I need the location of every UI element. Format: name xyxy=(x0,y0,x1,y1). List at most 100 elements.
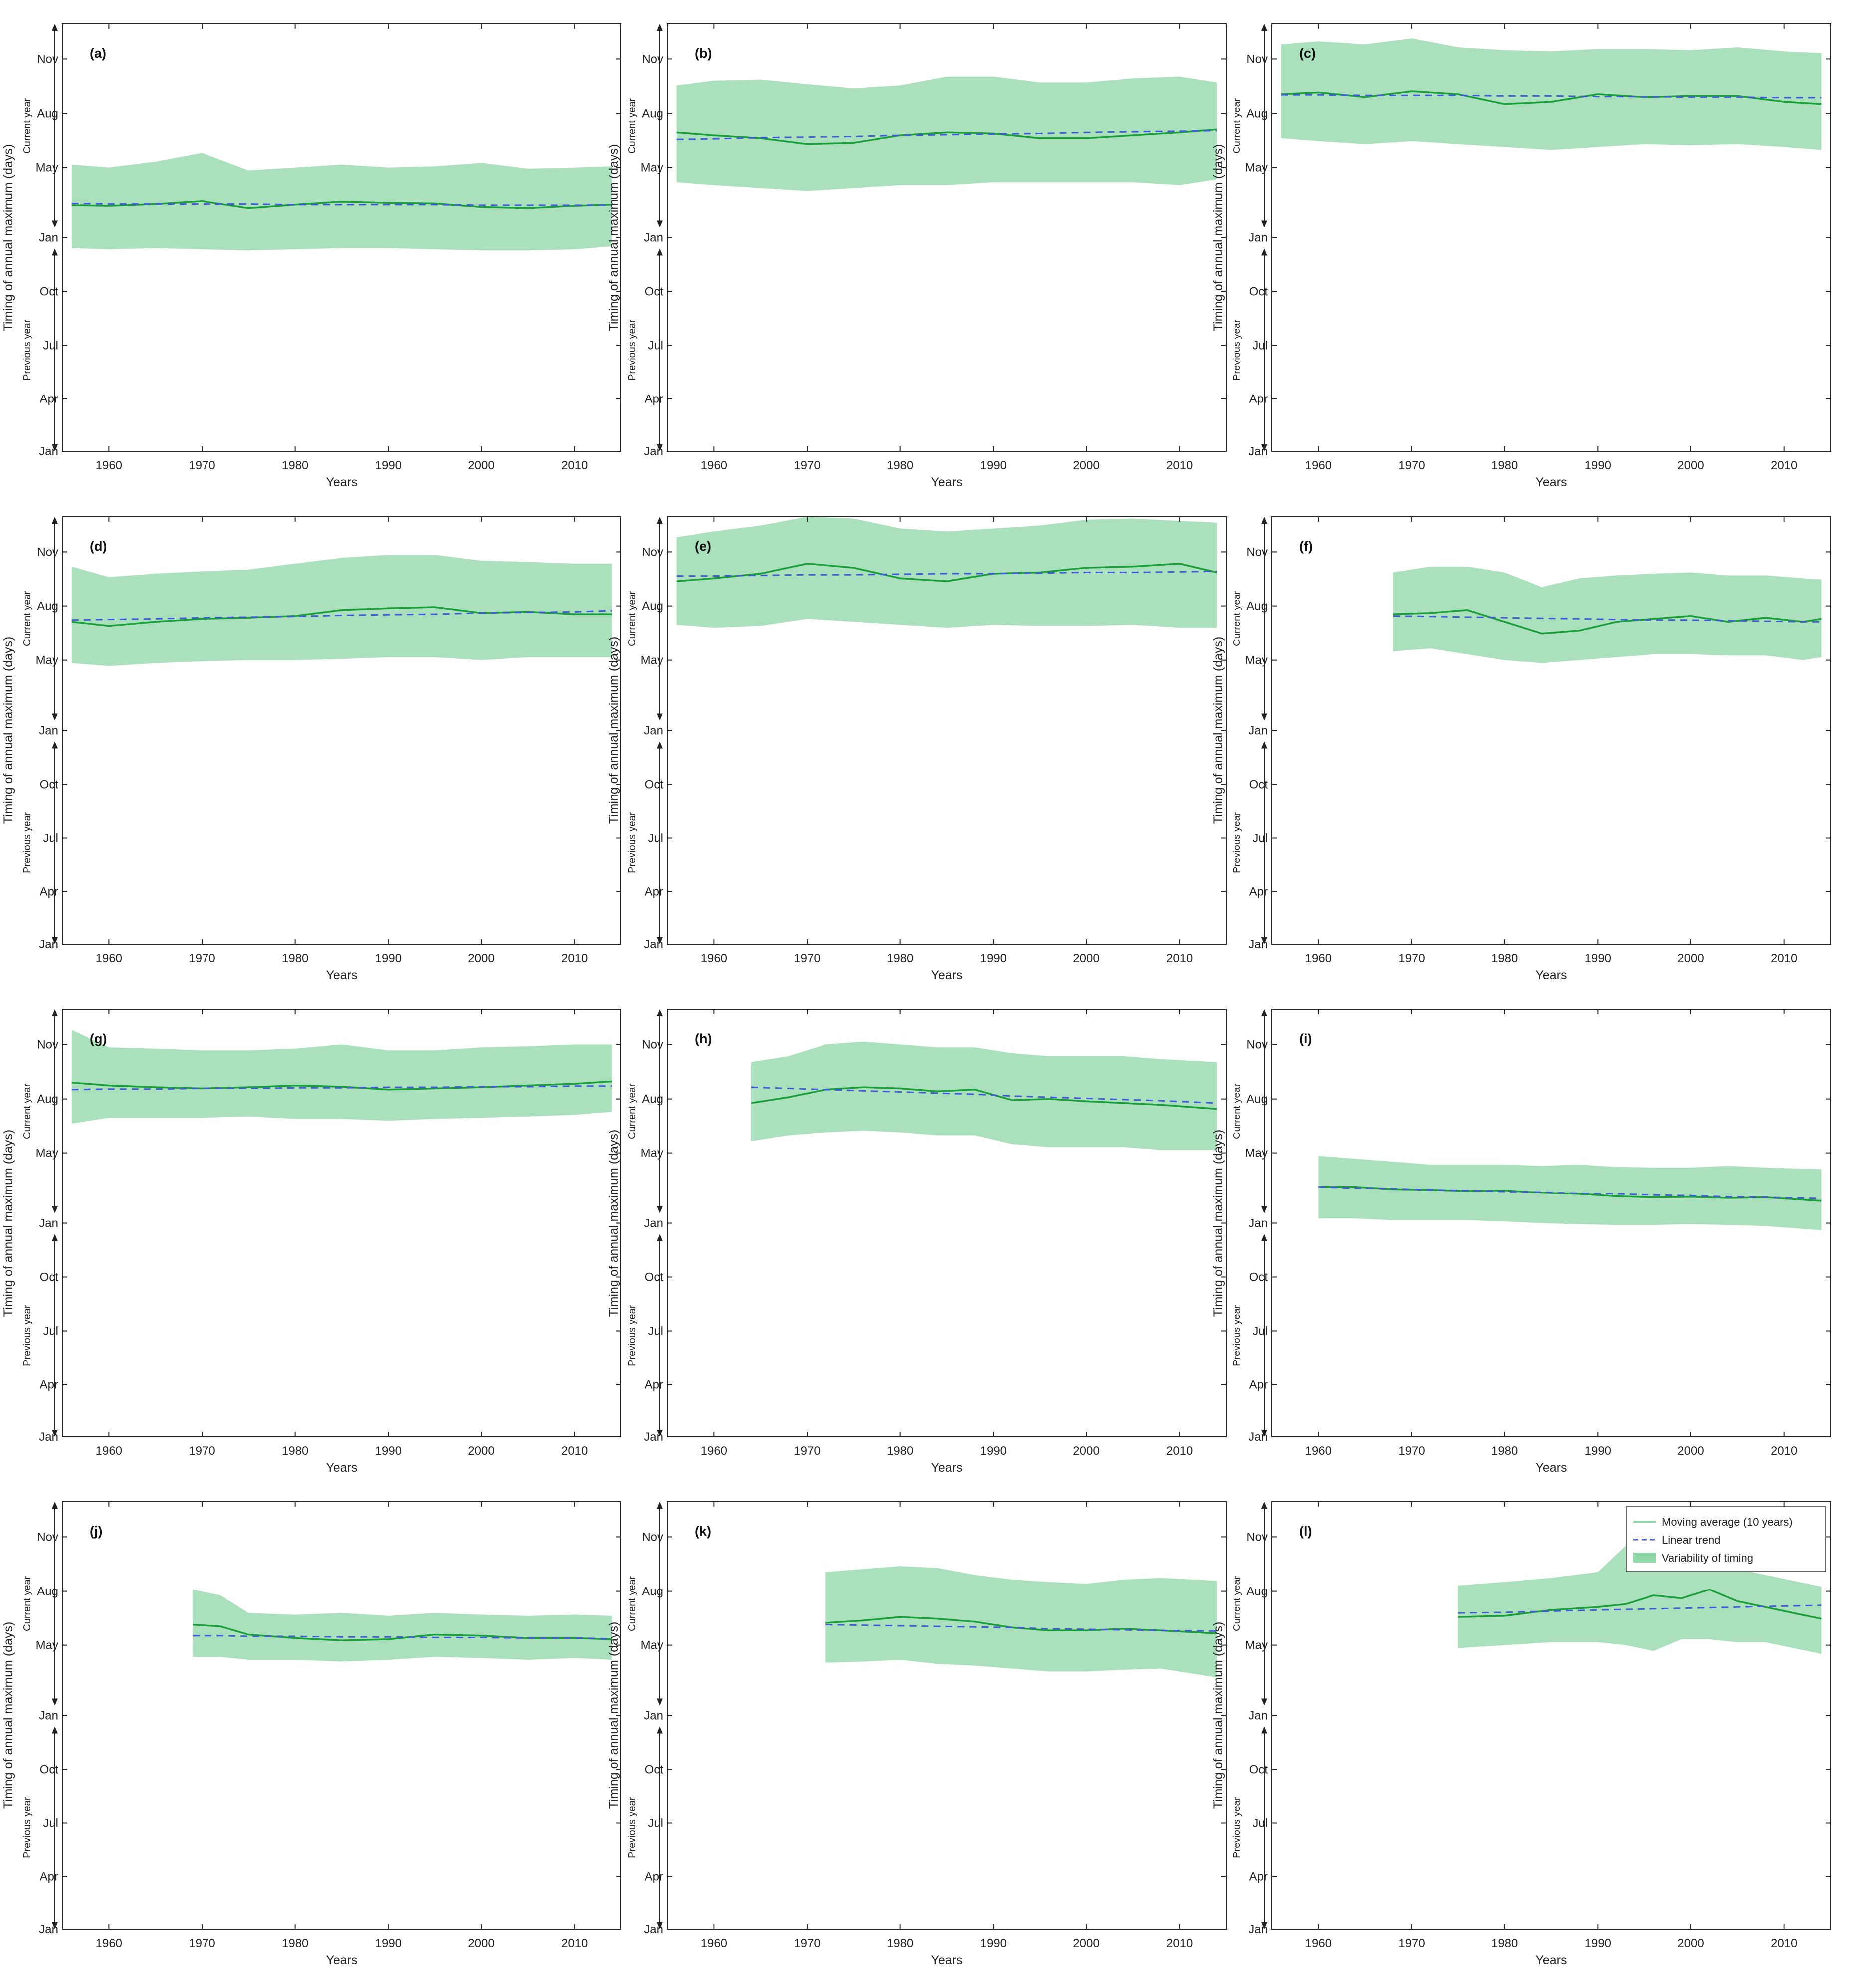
x-tick-label: 2010 xyxy=(1166,1937,1193,1950)
x-tick-label: 2010 xyxy=(1771,1937,1797,1950)
x-tick-label: 1990 xyxy=(1585,459,1611,472)
arrow-down-icon xyxy=(1261,444,1267,451)
x-tick-label: 1970 xyxy=(1398,1444,1425,1458)
x-axis-label: Years xyxy=(326,475,357,489)
x-tick-label: 1960 xyxy=(701,1937,727,1950)
arrow-down-icon xyxy=(52,937,58,944)
arrow-down-icon xyxy=(52,444,58,451)
x-axis-label: Years xyxy=(1535,1461,1567,1475)
arrow-down-icon xyxy=(1261,713,1267,721)
arrow-down-icon xyxy=(52,1922,58,1929)
linear-trend-line xyxy=(71,202,612,206)
arrow-up-icon xyxy=(657,1009,663,1016)
y-tick-label: Apr xyxy=(40,1378,58,1391)
variability-band xyxy=(751,1041,1217,1150)
current-year-label: Current year xyxy=(1232,591,1242,646)
moving-average-line xyxy=(676,563,1217,582)
x-tick-label: 2010 xyxy=(561,1444,588,1458)
y-tick-label: Apr xyxy=(40,392,58,405)
y-tick-label: Jan xyxy=(644,1709,663,1723)
linear-trend-line xyxy=(751,1086,1217,1104)
x-tick-label: 2010 xyxy=(1771,952,1797,965)
x-axis-label: Years xyxy=(1535,1953,1567,1967)
previous-year-label: Previous year xyxy=(22,1797,33,1858)
linear-trend-line xyxy=(1281,94,1822,99)
arrow-up-icon xyxy=(657,1726,663,1734)
linear-trend-line xyxy=(676,130,1217,140)
panel-label: (k) xyxy=(695,1524,711,1539)
linear-trend-line xyxy=(825,1624,1217,1632)
x-tick-label: 1980 xyxy=(887,1937,913,1950)
y-tick-label: Jul xyxy=(1252,339,1268,353)
y-tick-label: Apr xyxy=(1249,1378,1268,1391)
arrow-down-icon xyxy=(657,713,663,721)
x-tick-label: 1970 xyxy=(189,1444,215,1458)
arrow-up-icon xyxy=(52,248,58,256)
variability-band xyxy=(676,517,1217,628)
arrow-up-icon xyxy=(1261,1234,1267,1241)
legend-box xyxy=(1626,1506,1826,1572)
arrow-up-icon xyxy=(657,1234,663,1241)
arrow-up-icon xyxy=(1261,1009,1267,1016)
y-tick-label: Jul xyxy=(43,1325,58,1338)
legend: Moving average (10 years) Linear trend Var… xyxy=(1626,1506,1826,1572)
x-axis-label: Years xyxy=(1535,475,1567,489)
previous-year-label: Previous year xyxy=(627,812,638,873)
y-tick-label: Jul xyxy=(43,1817,58,1830)
y-axis-label: Timing of annual maximum (days) xyxy=(1,637,15,824)
y-tick-label: Apr xyxy=(1249,392,1268,405)
y-tick-label: Jan xyxy=(1248,724,1268,738)
current-year-label: Current year xyxy=(22,1083,33,1139)
moving-average-line xyxy=(71,1080,612,1091)
plot-frame xyxy=(62,1501,621,1930)
panel-label: (b) xyxy=(695,46,712,61)
y-tick-label: Apr xyxy=(645,1870,663,1883)
x-axis-label: Years xyxy=(931,968,962,982)
x-axis-label: Years xyxy=(1535,968,1567,982)
legend-swatch-variability xyxy=(1633,1553,1656,1563)
x-tick-label: 1980 xyxy=(1491,952,1518,965)
y-axis-label: Timing of annual maximum (days) xyxy=(1,1622,15,1809)
panel-label: (j) xyxy=(90,1524,102,1539)
y-axis-label: Timing of annual maximum (days) xyxy=(1211,144,1225,332)
x-tick-label: 1990 xyxy=(1585,1444,1611,1458)
x-tick-label: 1980 xyxy=(1491,1444,1518,1458)
x-tick-label: 1970 xyxy=(794,459,820,472)
x-tick-label: 2010 xyxy=(1771,1444,1797,1458)
arrow-down-icon xyxy=(657,220,663,228)
x-tick-label: 1970 xyxy=(189,952,215,965)
y-tick-label: Oct xyxy=(40,1271,59,1284)
x-tick-label: 1990 xyxy=(1585,1937,1611,1950)
variability-band xyxy=(676,76,1217,191)
x-tick-label: 1980 xyxy=(282,952,308,965)
legend-label-variability: Variability of timing xyxy=(1662,1552,1753,1564)
x-tick-label: 1980 xyxy=(282,1444,308,1458)
x-axis-label: Years xyxy=(931,475,962,489)
y-tick-label: Oct xyxy=(645,1271,664,1284)
linear-trend-line xyxy=(1458,1604,1822,1614)
x-tick-label: 2000 xyxy=(1677,459,1704,472)
y-tick-label: Oct xyxy=(40,285,59,299)
y-tick-label: Oct xyxy=(1249,778,1268,792)
linear-trend-line xyxy=(193,1635,612,1640)
y-axis-label: Timing of annual maximum (days) xyxy=(1211,637,1225,824)
arrow-up-icon xyxy=(1261,24,1267,31)
y-tick-label: Jul xyxy=(1252,832,1268,845)
linear-trend-line xyxy=(676,570,1217,577)
arrow-down-icon xyxy=(657,1922,663,1929)
arrow-up-icon xyxy=(657,741,663,749)
legend-label-moving-average: Moving average (10 years) xyxy=(1662,1516,1793,1528)
y-tick-label: Oct xyxy=(645,778,664,792)
arrow-up-icon xyxy=(52,1009,58,1016)
x-tick-label: 1970 xyxy=(1398,459,1425,472)
arrow-up-icon xyxy=(52,24,58,31)
y-tick-label: Jan xyxy=(644,724,663,738)
x-tick-label: 2000 xyxy=(1073,952,1099,965)
y-tick-label: Apr xyxy=(645,885,663,898)
arrow-up-icon xyxy=(657,1502,663,1509)
